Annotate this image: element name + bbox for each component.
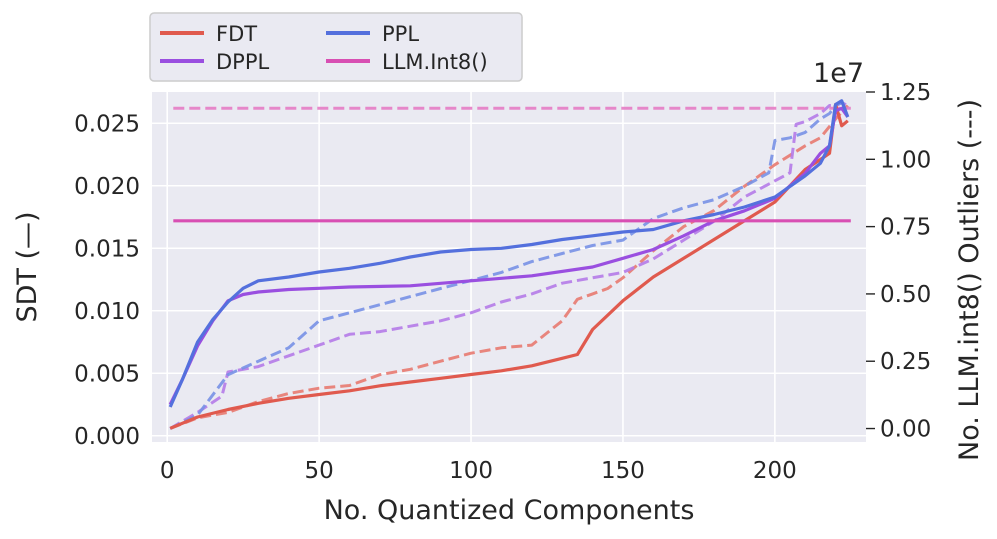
legend-label: FDT [216,22,257,46]
y-axis-right-title: No. LLM.int8() Outliers (---) [954,99,985,461]
y-left-tick-label: 0.025 [74,111,140,137]
x-tick-label: 100 [449,458,493,484]
y-axis-left-title: SDT (—) [12,211,43,322]
y-left-tick-label: 0.010 [74,299,140,325]
y-right-tick-label: 0.75 [880,215,931,241]
series-line-ppl-outliers [169,101,849,430]
x-axis-title: No. Quantized Components [324,495,695,526]
series-line-dppl-outliers [169,101,849,430]
series-group [168,99,851,430]
series-line-ppl [168,99,850,408]
y-right-tick-label: 1.25 [880,80,931,106]
y-left-tick-label: 0.015 [74,236,140,262]
legend-label: PPL [382,22,419,46]
legend-label: DPPL [216,50,269,74]
legend-label: LLM.Int8() [382,50,488,74]
y-left-tick-label: 0.000 [74,424,140,450]
y-right-tick-label: 0.25 [880,349,931,375]
y-left-tick-label: 0.020 [74,174,140,200]
legend: FDT DPPL PPL LLM.Int8() [149,12,523,82]
axis-ticks: 0 50 100 150 200 0.000 0.005 0.010 0.015 0.020 0.0… [74,80,931,484]
right-axis-offset-label: 1e7 [813,58,864,89]
y-left-tick-label: 0.005 [74,361,140,387]
x-tick-label: 150 [601,458,645,484]
y-right-tick-label: 0.50 [880,282,931,308]
x-tick-label: 0 [160,458,175,484]
y-right-tick-label: 0.00 [880,417,931,443]
legend-box [149,12,523,82]
x-tick-label: 50 [304,458,333,484]
plot-area [152,92,866,442]
series-line-fdt-outliers [169,104,849,430]
x-tick-label: 200 [753,458,797,484]
y-right-tick-label: 1.00 [880,147,931,173]
